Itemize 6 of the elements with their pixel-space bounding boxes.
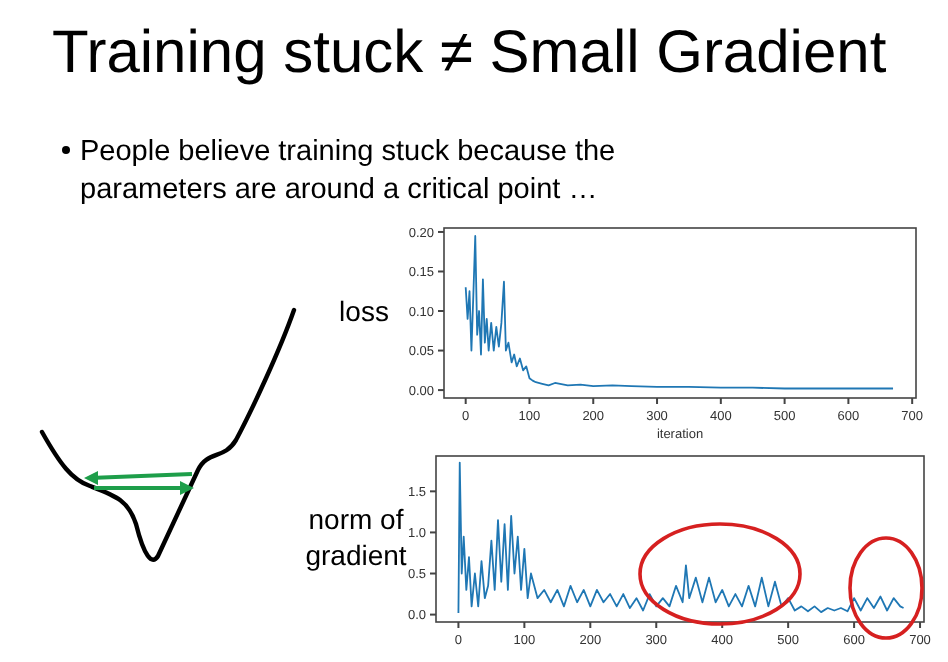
line-series: [457, 461, 905, 614]
y-axis-title: loss: [339, 295, 389, 327]
line-series: [464, 235, 894, 390]
y-axis-title: norm of gradient: [305, 503, 407, 571]
chart-title: Training stuck ≠ Small Gradient: [52, 20, 888, 86]
chart-subtitle: People believe training stuck because the parameters are around a critical point …: [80, 136, 616, 206]
